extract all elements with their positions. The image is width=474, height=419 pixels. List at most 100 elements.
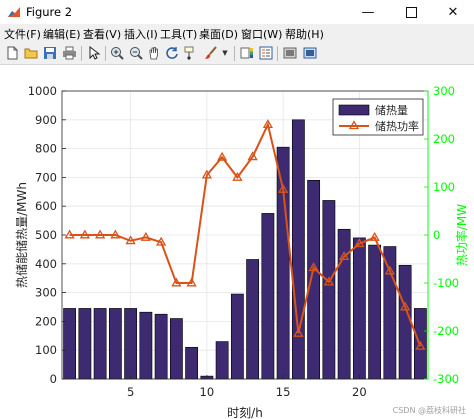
watermark-text: CSDN @荔枝科研社	[392, 406, 466, 415]
brush-dropdown[interactable]: ▼	[220, 44, 230, 62]
line-point-marker	[171, 277, 182, 287]
menu-help[interactable]: 帮助(H)	[285, 28, 324, 41]
colorbar-button[interactable]	[238, 44, 256, 62]
x-tick-label: 5	[127, 385, 134, 399]
y-right-tick-label: -300	[433, 372, 459, 386]
brush-icon	[205, 46, 217, 59]
y-left-tick-label: 200	[35, 314, 57, 328]
toolbar-separator	[81, 46, 82, 61]
line-point-marker	[323, 276, 334, 286]
y-right-tick-label: 100	[433, 180, 455, 194]
show-plot-tools-icon	[303, 47, 317, 59]
menu-file[interactable]: 文件(F)	[4, 28, 41, 41]
maximize-button[interactable]	[390, 0, 432, 24]
line-point-marker	[339, 251, 350, 261]
line-point-marker	[384, 265, 395, 275]
y-left-tick-label: 0	[50, 372, 57, 386]
menu-bar: 文件(F) 编辑(E) 查看(V) 插入(I) 工具(T) 桌面(D) 窗口(W…	[0, 24, 474, 42]
close-button[interactable]: ✕	[432, 0, 474, 24]
bar	[352, 237, 366, 380]
save-button[interactable]	[41, 44, 59, 62]
bar	[154, 313, 168, 380]
bar	[185, 347, 199, 380]
line-point-marker	[79, 229, 90, 239]
pointer-button[interactable]	[85, 44, 103, 62]
menu-window[interactable]: 窗口(W)	[241, 28, 283, 41]
line-point-marker	[110, 229, 121, 239]
bar	[261, 213, 275, 380]
legend-swatch-bar	[338, 104, 370, 116]
menu-edit[interactable]: 编辑(E)	[43, 28, 81, 41]
open-file-button[interactable]	[22, 44, 40, 62]
pan-icon	[149, 47, 158, 60]
menu-view[interactable]: 查看(V)	[83, 28, 122, 41]
line-point-marker	[415, 340, 426, 350]
legend-box	[332, 98, 424, 136]
y-left-tick-label: 700	[35, 170, 57, 184]
x-tick-label: 20	[352, 385, 367, 399]
new-figure-button[interactable]	[3, 44, 21, 62]
line-point-marker	[278, 183, 289, 193]
bar	[78, 308, 92, 380]
bar	[169, 318, 183, 380]
line-point-marker	[201, 169, 212, 179]
y-right-tick-label: -100	[433, 276, 459, 290]
figure-canvas: 0 100 200 300 400 500 600 700 800 900 1000 -300 -200…	[0, 65, 474, 419]
open-file-icon	[24, 48, 37, 59]
pointer-icon	[89, 46, 100, 60]
menu-desktop[interactable]: 桌面(D)	[199, 28, 239, 41]
bar	[63, 308, 77, 380]
y-left-tick-label: 400	[35, 257, 57, 271]
menu-tools[interactable]: 工具(T)	[160, 28, 198, 41]
show-plot-tools-button[interactable]	[301, 44, 319, 62]
zoom-out-button[interactable]	[127, 44, 145, 62]
y-left-axis-label: 热储能储热量/MWh	[14, 182, 29, 288]
toolbar-separator	[234, 46, 235, 61]
y-left-tick-label: 300	[35, 286, 57, 300]
zoom-in-button[interactable]	[108, 44, 126, 62]
line-point-marker	[247, 151, 258, 161]
line-point-marker	[232, 171, 243, 181]
colorbar-icon	[240, 47, 253, 59]
rotate-3d-button[interactable]	[163, 44, 181, 62]
brush-button[interactable]	[202, 44, 220, 62]
bar	[368, 244, 382, 380]
legend-button[interactable]	[257, 44, 275, 62]
legend-label: 储热量	[375, 103, 408, 117]
y-left-tick-label: 900	[35, 113, 57, 127]
bar	[93, 308, 107, 380]
matlab-figure-icon	[8, 7, 20, 17]
menu-insert[interactable]: 插入(I)	[124, 28, 158, 41]
data-cursor-icon	[184, 46, 194, 60]
line-point-marker	[369, 231, 380, 241]
data-cursor-button[interactable]	[182, 44, 200, 62]
hide-plot-tools-button[interactable]	[281, 44, 299, 62]
line-point-marker	[64, 229, 75, 239]
x-tick-label: 15	[276, 385, 291, 399]
minimize-button[interactable]: —	[347, 0, 389, 24]
zoom-in-icon	[111, 47, 124, 60]
chart[interactable]: 01002003004005006007008009001000-300-200…	[0, 65, 474, 419]
maximize-icon	[405, 6, 417, 18]
print-button[interactable]	[60, 44, 78, 62]
line-point-marker	[156, 236, 167, 246]
print-icon	[62, 46, 76, 60]
bar	[215, 341, 229, 380]
window-title: Figure 2	[26, 5, 73, 19]
x-axis-label: 时刻/h	[227, 406, 263, 419]
bar	[246, 259, 260, 380]
new-figure-icon	[7, 46, 18, 60]
pan-button[interactable]	[145, 44, 163, 62]
y-right-axis-label: 热功率/MW	[454, 204, 469, 266]
line-point-marker	[186, 277, 197, 287]
toolbar-separator	[105, 46, 106, 61]
bar	[108, 308, 122, 380]
bar	[276, 146, 290, 380]
line-point-marker	[95, 229, 106, 239]
legend-label: 储热功率	[375, 119, 419, 133]
y-left-tick-label: 600	[35, 199, 57, 213]
bar	[124, 308, 138, 380]
legend-icon	[259, 46, 273, 60]
bar	[139, 311, 153, 380]
line-point-marker	[293, 327, 304, 337]
